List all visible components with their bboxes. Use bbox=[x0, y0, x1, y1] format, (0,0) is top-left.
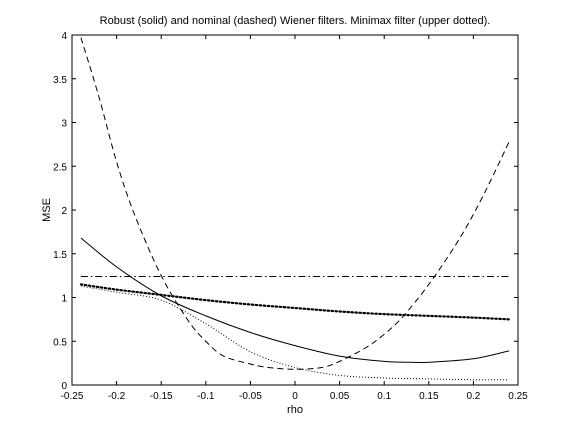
x-tick-label: -0.2 bbox=[108, 391, 126, 402]
y-axis-label: MSE bbox=[41, 198, 53, 222]
x-tick-label: 0.15 bbox=[419, 391, 439, 402]
x-tick-label: -0.1 bbox=[197, 391, 215, 402]
y-tick-label: 3 bbox=[61, 119, 67, 130]
x-axis-label: rho bbox=[287, 404, 303, 416]
y-tick-label: 0 bbox=[61, 381, 67, 392]
chart-title: Robust (solid) and nominal (dashed) Wien… bbox=[100, 15, 491, 27]
y-tick-label: 0.5 bbox=[53, 337, 67, 348]
y-tick-label: 2.5 bbox=[53, 162, 67, 173]
series-layer bbox=[79, 37, 511, 381]
x-tick-label: 0 bbox=[292, 391, 298, 402]
x-tick-label: 0.1 bbox=[377, 391, 391, 402]
x-tick-label: -0.25 bbox=[61, 391, 84, 402]
y-tick-label: 1 bbox=[61, 294, 67, 305]
series-line-dashed bbox=[80, 37, 510, 370]
series-line-dotted bbox=[79, 283, 511, 321]
y-tick-label: 4 bbox=[61, 31, 67, 42]
x-tick-label: 0.05 bbox=[330, 391, 350, 402]
y-tick-label: 1.5 bbox=[53, 250, 67, 261]
axis-layer: -0.25 -0.2 -0.15 -0.1 -0.05 0 0.05 0.1 0.15 0.2 0.… bbox=[53, 31, 528, 402]
x-tick-label: 0.2 bbox=[466, 391, 480, 402]
y-tick-label: 2 bbox=[61, 206, 67, 217]
y-tick-label: 3.5 bbox=[53, 75, 67, 86]
x-tick-label: -0.05 bbox=[239, 391, 262, 402]
x-tick-label: -0.15 bbox=[150, 391, 173, 402]
x-tick-label: 0.25 bbox=[508, 391, 528, 402]
